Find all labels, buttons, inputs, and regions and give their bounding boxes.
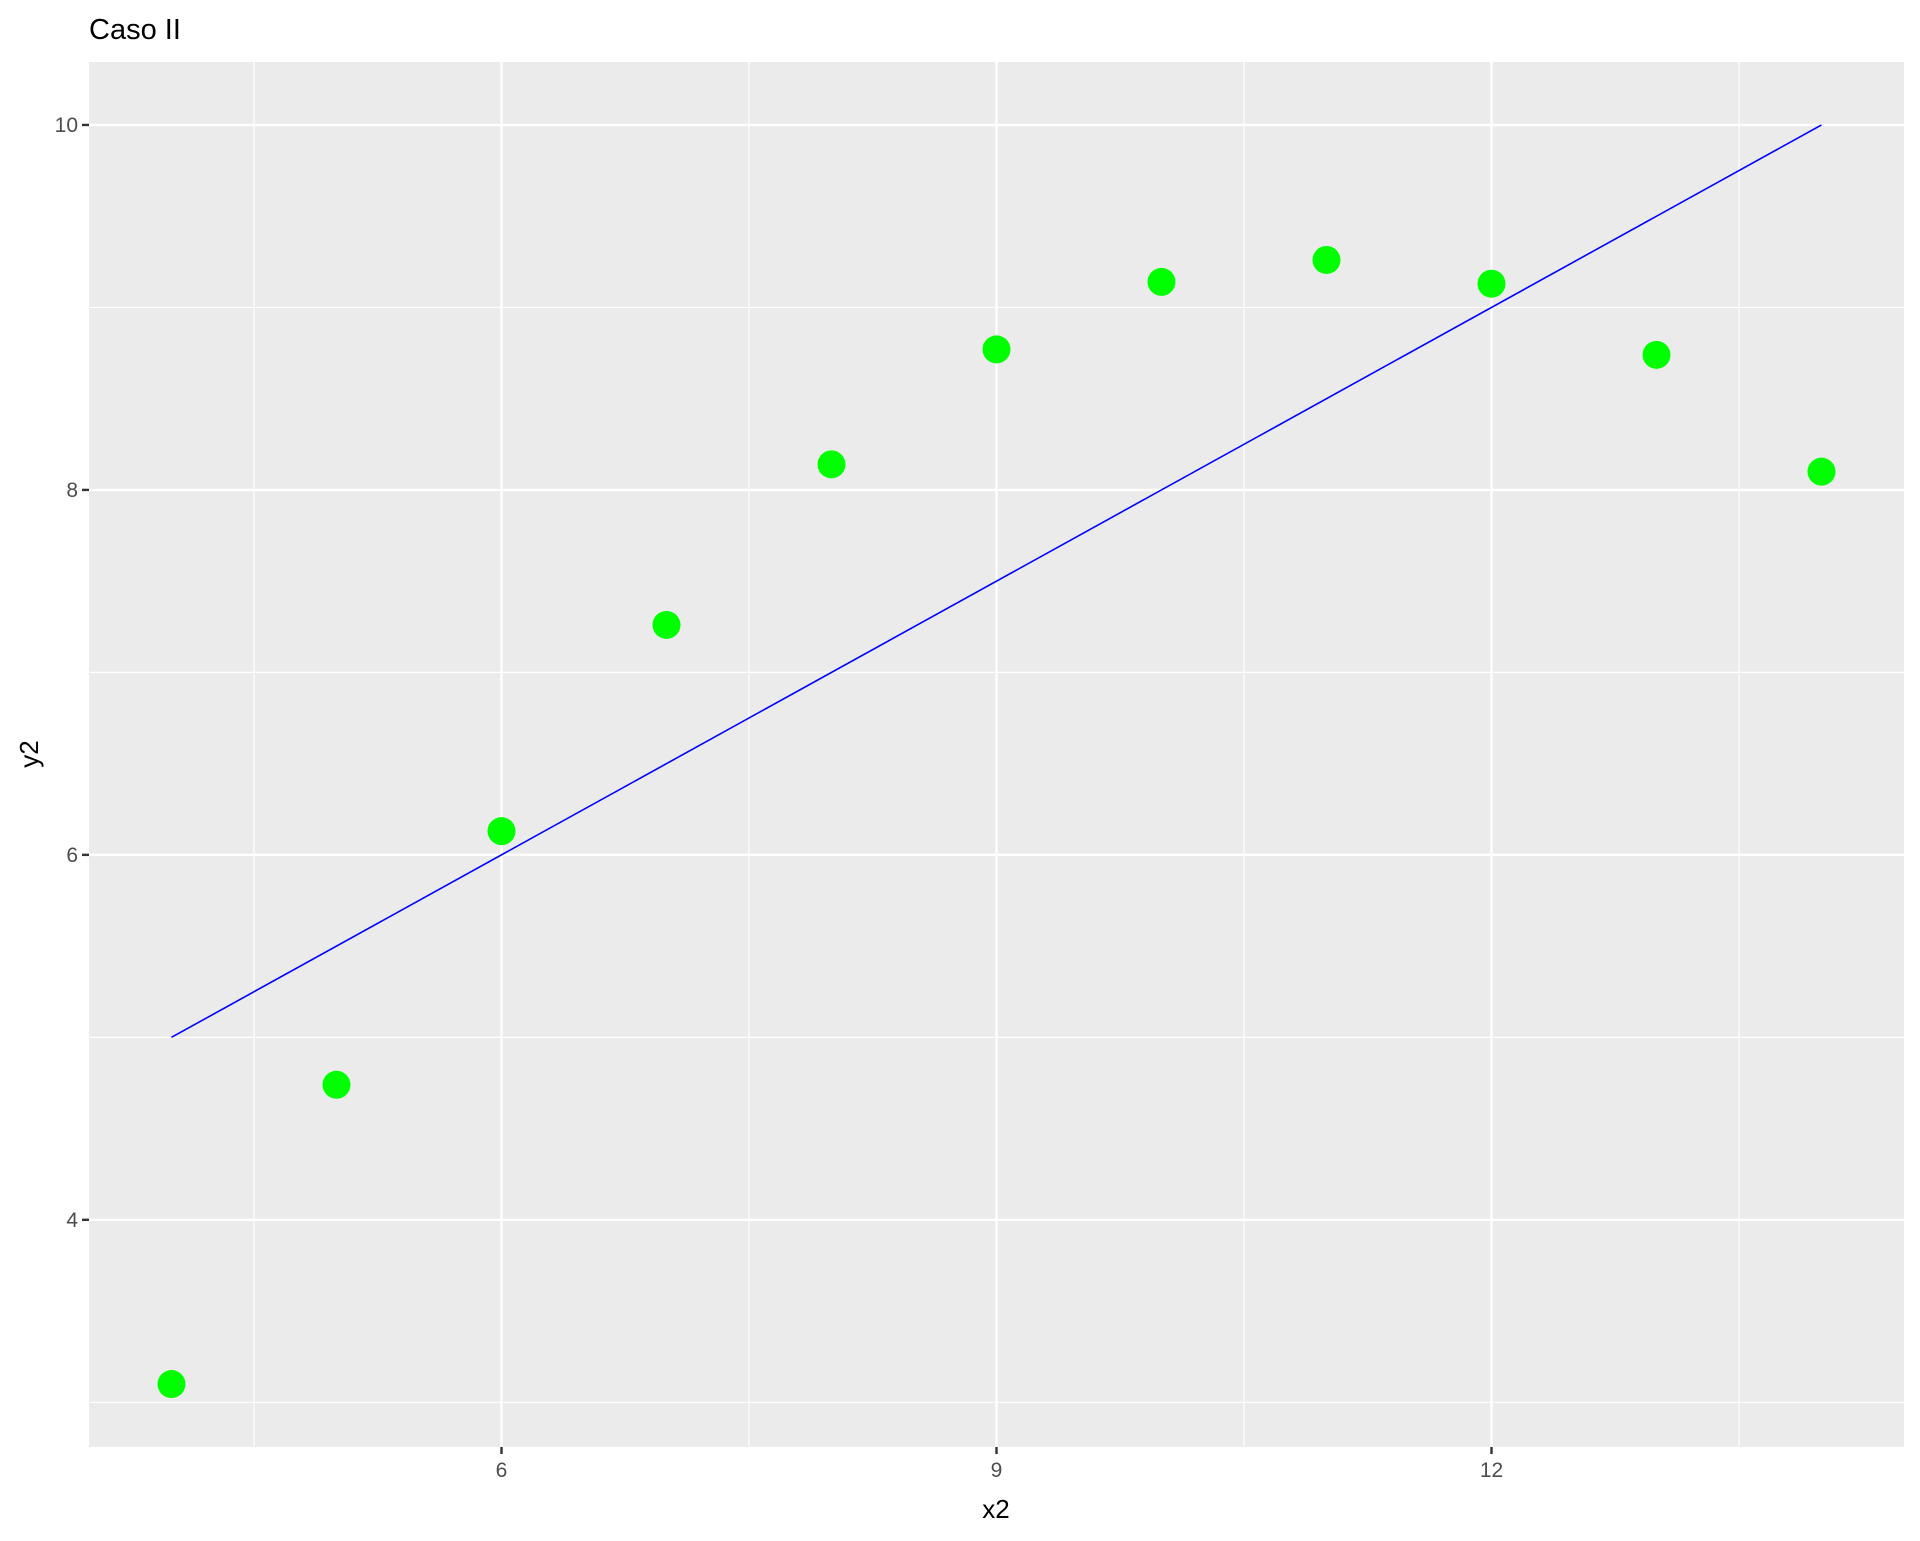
y-tick-label: 8: [66, 479, 78, 502]
data-point: [652, 610, 681, 639]
data-point: [982, 335, 1011, 364]
grid-lines: [89, 62, 1904, 1447]
y-axis-label: y2: [14, 740, 44, 767]
x-tick-label: 12: [1480, 1459, 1503, 1482]
data-point: [157, 1370, 186, 1399]
data-point: [1312, 245, 1341, 274]
data-point: [487, 817, 516, 846]
y-tick-label: 10: [55, 114, 78, 137]
y-tick-label: 4: [66, 1209, 78, 1232]
y-tick-label: 6: [66, 844, 78, 867]
data-point: [817, 450, 846, 479]
fit-line: [171, 124, 1822, 1039]
data-point: [1807, 457, 1836, 486]
data-point: [1477, 269, 1506, 298]
axes: 6 9 12 4 6 8 10: [55, 114, 1504, 1482]
data-point: [1642, 340, 1671, 369]
x-axis-label: x2: [982, 1494, 1009, 1524]
data-point: [1147, 267, 1176, 296]
x-tick-label: 9: [991, 1459, 1003, 1482]
chart-title: Caso II: [89, 14, 181, 46]
data-point: [322, 1070, 351, 1099]
x-tick-label: 6: [496, 1459, 508, 1482]
data-marks: [157, 124, 1836, 1399]
